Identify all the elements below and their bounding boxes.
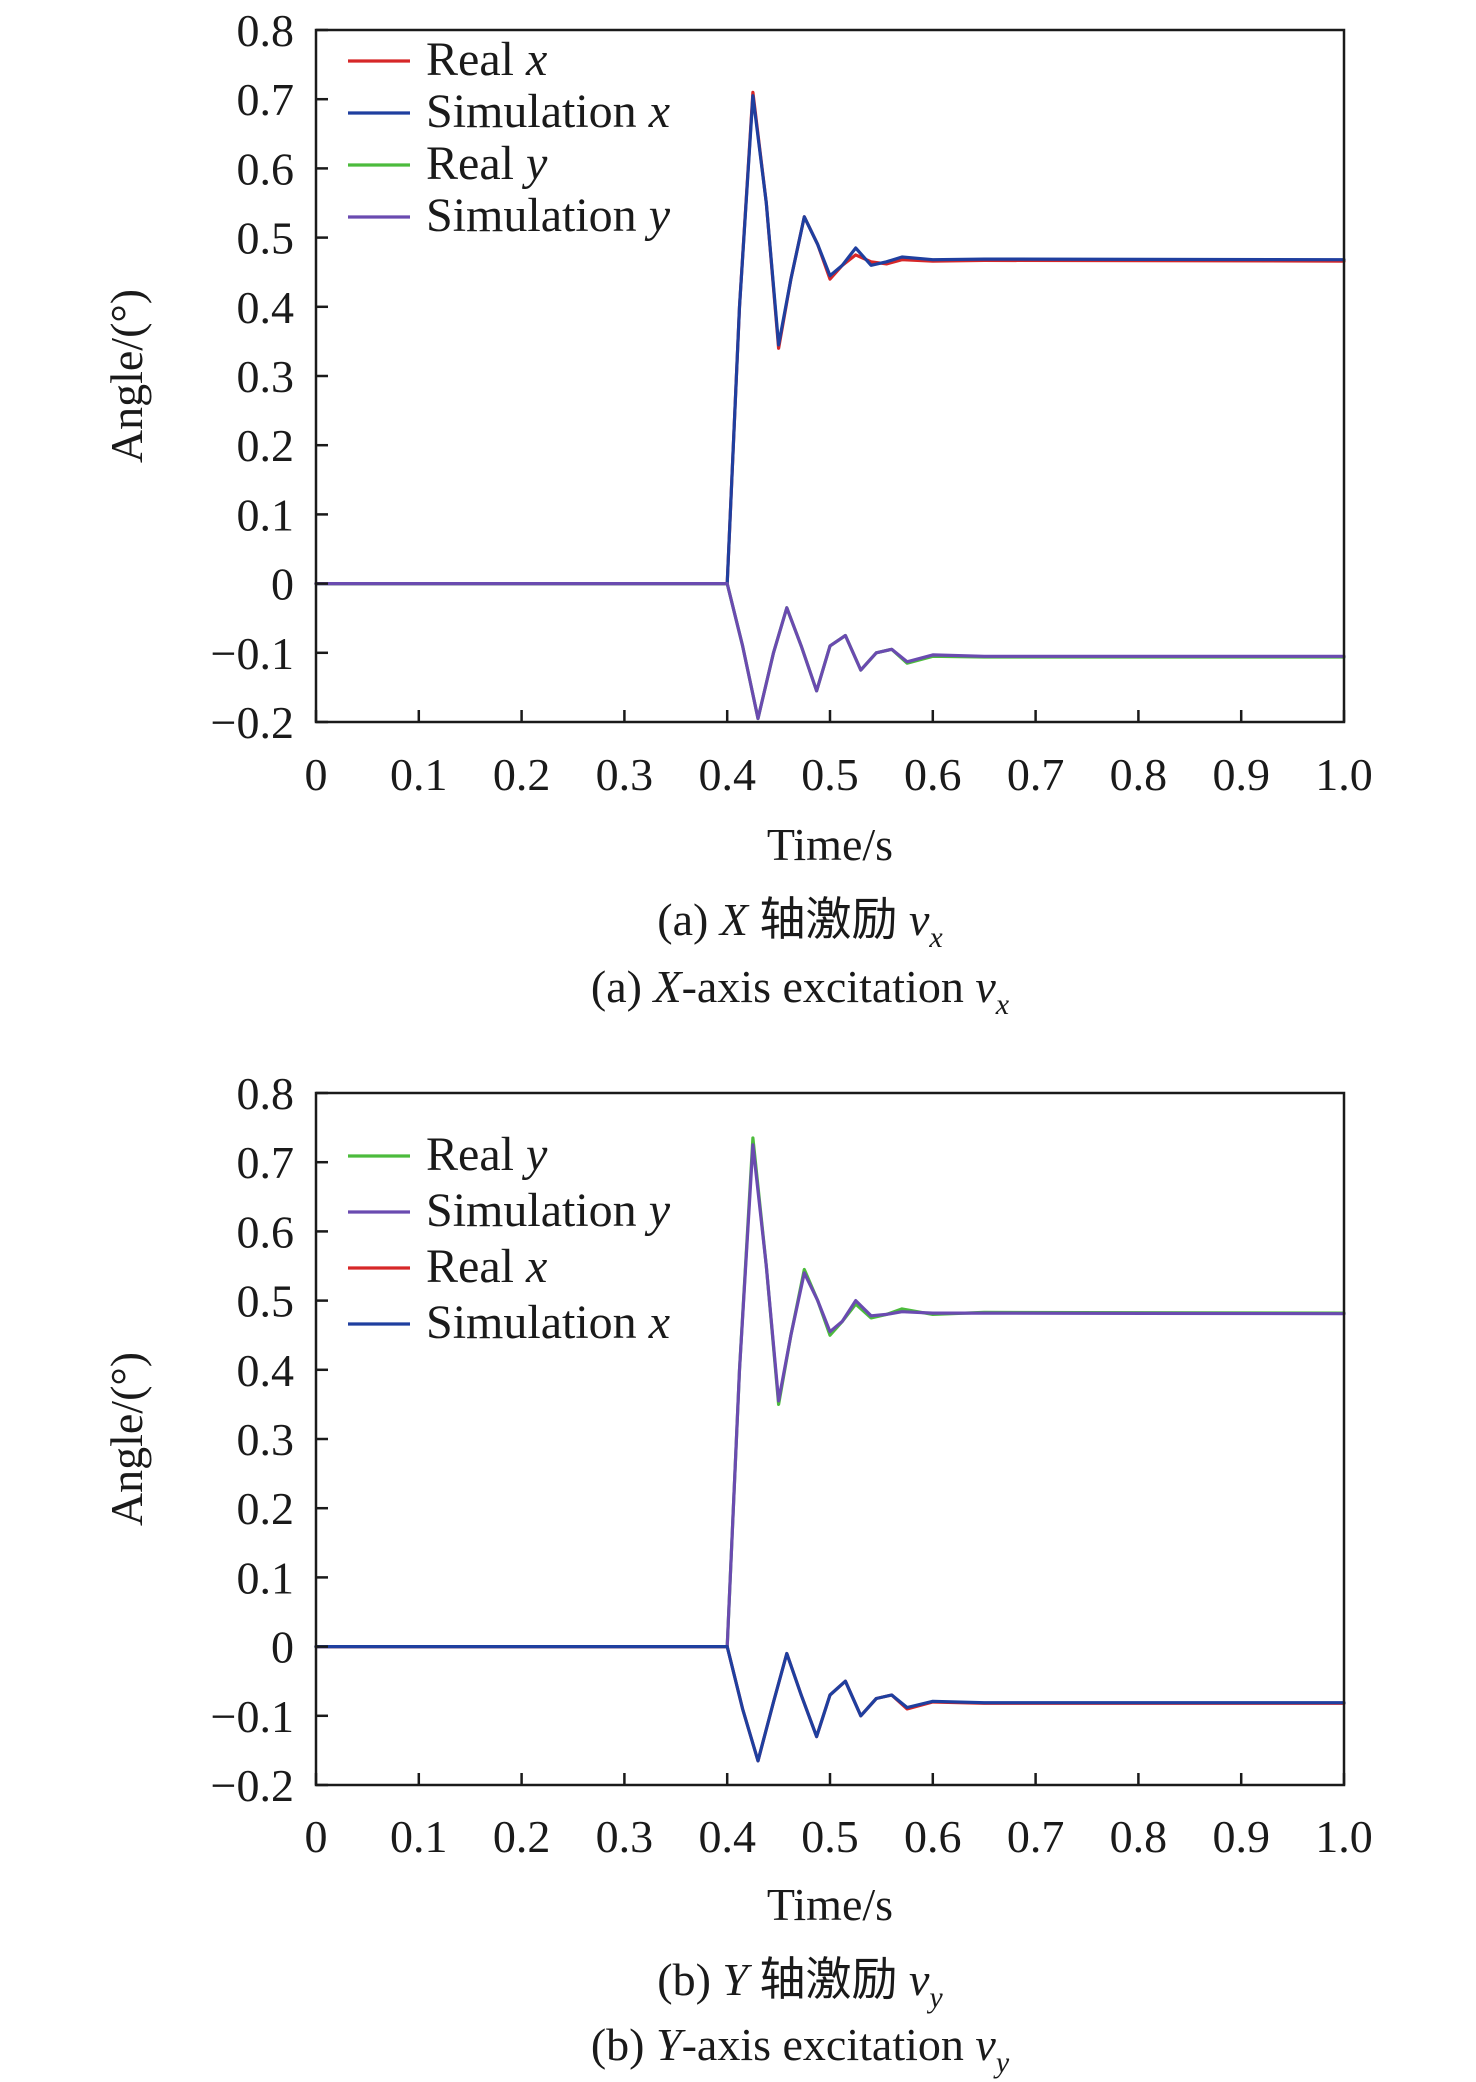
y-tick-label: 0.6 — [237, 1206, 295, 1257]
x-tick-label: 0.3 — [596, 1811, 654, 1862]
x-tick-label: 0.8 — [1110, 1811, 1168, 1862]
x-tick-label: 0.9 — [1212, 1811, 1270, 1862]
x-axis-title: Time/s — [767, 1879, 893, 1930]
y-axis-title: Angle/(°) — [101, 1352, 152, 1526]
caption-chinese: (a) X 轴激励 vx — [657, 894, 943, 954]
series-line-simulation-x — [314, 94, 1346, 586]
chart-a: 0 0.1 0.2 0.3 0.4 0.5 0.6 0.7 0.8 0.9 1.0 −0.2 −0.1 0… — [101, 5, 1373, 1021]
x-tick-label: 0.2 — [493, 1811, 551, 1862]
y-tick-label: 0.2 — [237, 420, 295, 471]
legend-entry: Real y — [426, 137, 548, 190]
y-tick-label: 0.3 — [237, 1414, 295, 1465]
x-tick-label: 0.1 — [390, 1811, 448, 1862]
chart-b: 0 0.1 0.2 0.3 0.4 0.5 0.6 0.7 0.8 0.9 1.0 −0.2 −0.1 0… — [101, 1068, 1373, 2079]
x-tick-label: 0.5 — [801, 1811, 859, 1862]
y-tick-label: 0 — [271, 559, 294, 610]
series-line-simulation-y — [314, 1143, 1346, 1649]
x-tick-label: 0 — [305, 749, 328, 800]
x-axis-title: Time/s — [767, 819, 893, 870]
y-tick-label: 0.7 — [237, 74, 295, 125]
x-tick-label: 0.7 — [1007, 749, 1065, 800]
y-tick-label: 0.7 — [237, 1137, 295, 1188]
y-tick-label: −0.1 — [211, 1691, 294, 1742]
x-tick-label: 0.1 — [390, 749, 448, 800]
caption-english: (a) X-axis excitation vx — [591, 961, 1010, 1021]
y-tick-label: 0.5 — [237, 213, 295, 264]
caption-english: (b) Y-axis excitation vy — [591, 2019, 1010, 2079]
series-line-simulation-y — [314, 582, 1346, 721]
legend-entry: Simulation y — [426, 189, 671, 242]
y-tick-label: 0.2 — [237, 1483, 295, 1534]
legend-entry: Simulation x — [426, 85, 670, 138]
x-tick-label: 0.4 — [698, 749, 756, 800]
legend-entry: Real y — [426, 1128, 548, 1181]
x-tick-label: 0.2 — [493, 749, 551, 800]
y-tick-label: 0.4 — [237, 1345, 295, 1396]
x-tick-label: 0.6 — [904, 1811, 962, 1862]
x-tick-label: 0.6 — [904, 749, 962, 800]
y-tick-label: 0.4 — [237, 282, 295, 333]
y-tick-label: 0.3 — [237, 351, 295, 402]
x-tick-label: 0.3 — [596, 749, 654, 800]
x-tick-label: 0.4 — [698, 1811, 756, 1862]
y-tick-label: 0.8 — [237, 5, 295, 56]
legend-entry: Real x — [426, 1240, 547, 1293]
x-tick-label: 0.8 — [1110, 749, 1168, 800]
x-tick-label: 0 — [305, 1811, 328, 1862]
y-tick-label: −0.2 — [211, 1760, 294, 1811]
y-tick-label: 0.6 — [237, 143, 295, 194]
series-line-simulation-x — [314, 1645, 1346, 1763]
y-tick-label: −0.1 — [211, 628, 294, 679]
caption-chinese: (b) Y 轴激励 vy — [657, 1954, 943, 2014]
y-tick-label: 0.8 — [237, 1068, 295, 1119]
legend-entry: Simulation y — [426, 1184, 671, 1237]
x-tick-label: 0.7 — [1007, 1811, 1065, 1862]
y-tick-label: 0.1 — [237, 1552, 295, 1603]
y-tick-label: 0.5 — [237, 1276, 295, 1327]
y-tick-label: 0 — [271, 1622, 294, 1673]
legend-entry: Real x — [426, 33, 547, 86]
y-axis-title: Angle/(°) — [101, 289, 152, 463]
y-tick-label: 0.1 — [237, 489, 295, 540]
legend-entry: Simulation x — [426, 1296, 670, 1349]
x-tick-label: 1.0 — [1315, 749, 1373, 800]
x-tick-label: 1.0 — [1315, 1811, 1373, 1862]
x-tick-label: 0.9 — [1212, 749, 1270, 800]
x-tick-label: 0.5 — [801, 749, 859, 800]
y-tick-label: −0.2 — [211, 697, 294, 748]
